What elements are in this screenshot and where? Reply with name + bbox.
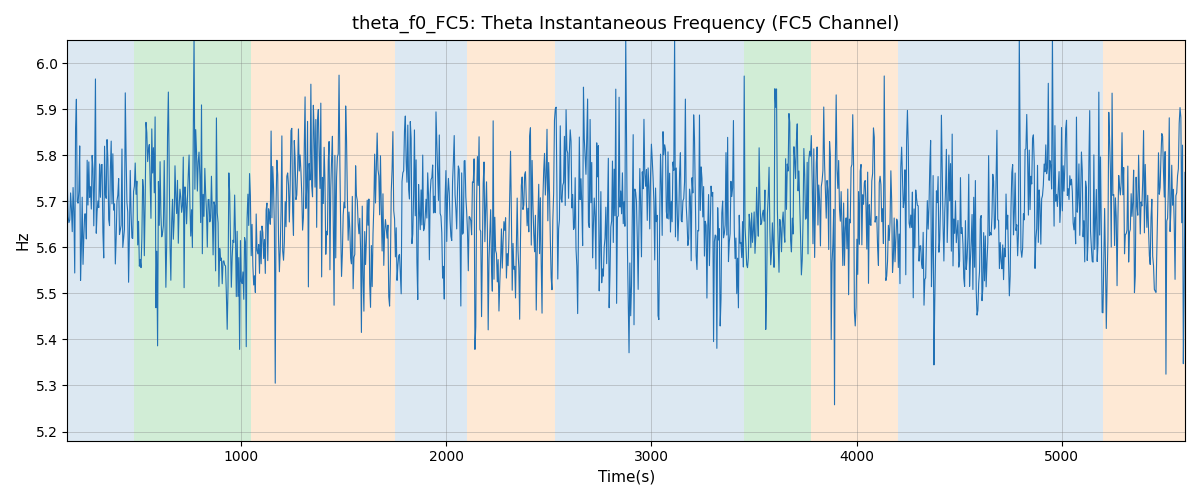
Bar bbox=[251, 40, 395, 440]
Bar bbox=[744, 40, 811, 440]
Y-axis label: Hz: Hz bbox=[16, 230, 30, 250]
Bar bbox=[898, 40, 959, 440]
Title: theta_f0_FC5: Theta Instantaneous Frequency (FC5 Channel): theta_f0_FC5: Theta Instantaneous Freque… bbox=[353, 15, 900, 34]
Bar bbox=[134, 40, 251, 440]
Bar bbox=[554, 40, 606, 440]
Bar bbox=[959, 40, 1016, 440]
Bar bbox=[67, 40, 134, 440]
X-axis label: Time(s): Time(s) bbox=[598, 470, 655, 485]
Bar bbox=[606, 40, 672, 440]
Bar bbox=[1103, 40, 1186, 440]
Bar bbox=[1016, 40, 1103, 440]
Bar bbox=[395, 40, 467, 440]
Bar bbox=[672, 40, 744, 440]
Bar bbox=[467, 40, 554, 440]
Bar bbox=[811, 40, 898, 440]
